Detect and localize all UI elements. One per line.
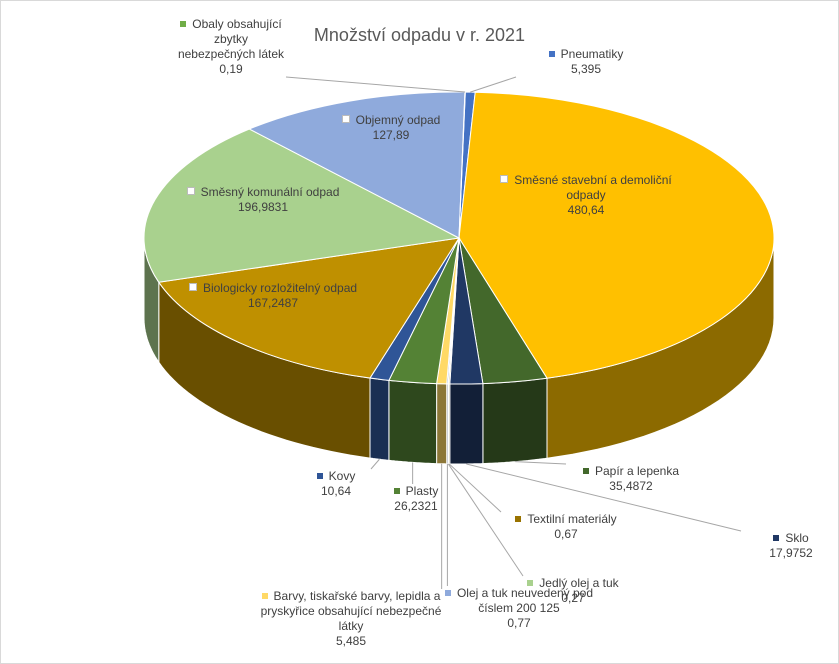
label-marker [773,535,780,541]
leader-line [285,76,466,93]
label-marker [444,590,451,596]
label-name: Sklo [785,531,809,545]
label-value: 5,485 [335,634,367,648]
data-label: Sklo 17,9752 [741,531,838,561]
label-marker [188,283,197,291]
label-name: Biologicky rozložitelný odpad [202,281,358,295]
slice-side [388,379,438,465]
label-value: 26,2321 [394,499,438,513]
label-value: 5,395 [570,62,602,76]
slice-side [436,383,448,465]
label-value: 17,9752 [769,546,813,560]
label-marker [186,187,195,195]
label-marker [500,175,509,183]
label-marker [548,51,555,57]
label-value: 196,9831 [237,200,289,214]
label-value: 35,4872 [609,479,653,493]
data-label: Papír a lepenka 35,4872 [566,464,696,494]
data-label: Textilní materiály 0,67 [501,512,631,542]
label-marker [582,468,589,474]
data-label: Jedlý olej a tuk 0,27 [523,576,623,606]
slice [157,237,461,379]
data-label: Barvy, tiskařské barvy, lepidla a prysky… [251,589,451,649]
label-name: Směsné stavební a demoliční odpady [514,173,672,202]
slice-side [369,377,390,461]
label-value: 480,64 [567,203,605,217]
slice-side [449,383,484,465]
label-value: 167,2487 [247,296,299,310]
data-label: Směsné stavební a demoliční odpady 480,64 [486,173,686,218]
label-name: Plasty [405,484,439,498]
label-name: Objemný odpad [355,113,441,127]
label-value: 0,27 [561,591,585,605]
label-value: 0,67 [554,527,578,541]
data-label: Obaly obsahující zbytky nebezpečných lát… [176,17,286,77]
leader-line [470,76,517,93]
data-label: Plasty 26,2321 [376,484,456,514]
label-name: Směsný komunální odpad [200,185,340,199]
data-label: Směsný komunální odpad 196,9831 [158,185,368,215]
leader-line [370,458,380,470]
data-label: Kovy 10,64 [301,469,371,499]
data-label: Biologicky rozložitelný odpad 167,2487 [158,281,388,311]
label-marker [341,115,350,123]
slice [248,91,466,239]
leader-line [448,463,502,513]
label-value: 0,77 [507,616,531,630]
label-name: Obaly obsahující zbytky nebezpečných lát… [177,17,285,61]
label-marker [261,593,268,599]
label-name: Barvy, tiskařské barvy, lepidla a prysky… [260,589,442,633]
leader-line [447,463,524,577]
label-name: Olej a tuk neuvedený pod číslem 200 125 [456,586,594,615]
label-value: 10,64 [320,484,352,498]
slice [458,91,775,379]
label-marker [316,473,323,479]
slice [143,128,461,283]
slice-side [482,377,548,465]
leader-line [466,463,742,532]
leader-line [515,461,567,465]
label-value: 127,89 [372,128,410,142]
label-marker [180,21,187,27]
data-label: Objemný odpad 127,89 [321,113,461,143]
label-name: Jedlý olej a tuk [539,576,619,590]
label-marker [393,488,400,494]
data-label: Olej a tuk neuvedený pod číslem 200 125 0… [444,586,594,631]
data-label: Pneumatiky 5,395 [516,47,656,77]
label-marker [515,516,522,522]
label-value: 0,19 [219,62,243,76]
label-marker [527,580,534,586]
chart-title: Množství odpadu v r. 2021 [313,25,526,45]
label-name: Pneumatiky [560,47,624,61]
label-name: Papír a lepenka [594,464,680,478]
label-name: Kovy [328,469,356,483]
label-name: Textilní materiály [527,512,617,526]
